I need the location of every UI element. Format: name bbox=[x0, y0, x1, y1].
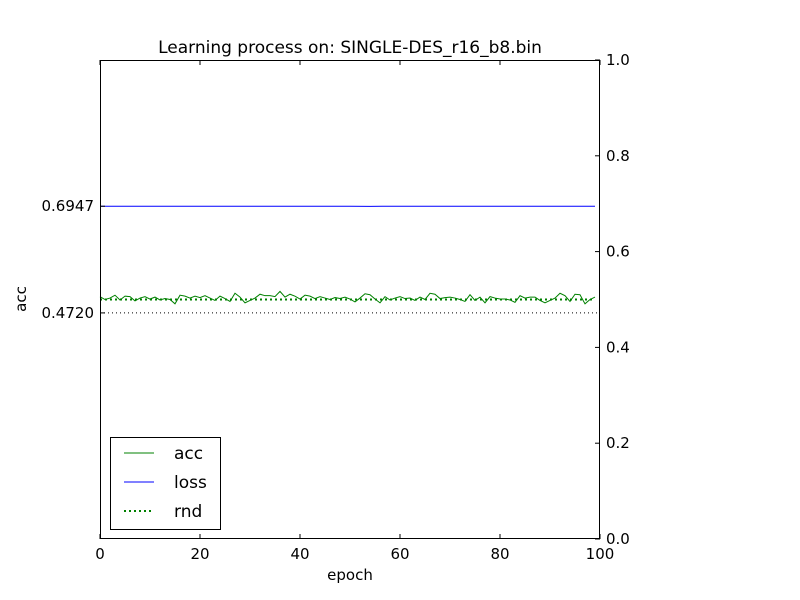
x-tick-label: 0 bbox=[95, 545, 105, 563]
left-tick-label: 0.4720 bbox=[42, 304, 95, 322]
series-line-acc bbox=[99, 290, 596, 305]
right-tick-label: 0.4 bbox=[606, 338, 630, 356]
chart-title: Learning process on: SINGLE-DES_r16_b8.b… bbox=[158, 38, 542, 58]
left-tick-label: 0.6947 bbox=[42, 197, 95, 215]
y-axis-label: acc bbox=[12, 286, 30, 312]
right-tick-label: 0.8 bbox=[606, 147, 630, 165]
axes-frame bbox=[100, 60, 600, 539]
x-axis-label: epoch bbox=[327, 566, 373, 584]
legend-label-loss: loss bbox=[174, 473, 207, 493]
right-tick-label: 0.0 bbox=[606, 530, 630, 548]
right-tick-label: 0.2 bbox=[606, 434, 630, 452]
x-tick-label: 100 bbox=[586, 545, 615, 563]
x-tick-label: 20 bbox=[190, 545, 209, 563]
legend-label-rnd: rnd bbox=[174, 502, 202, 522]
plot-area bbox=[99, 205, 600, 314]
legend-label-acc: acc bbox=[174, 444, 203, 464]
legend: acc loss rnd bbox=[110, 437, 221, 530]
right-tick-label: 1.0 bbox=[606, 51, 630, 69]
axis-ticks: 0 20 40 60 80 100 0.6947 0.4720 0.0 0.2 0.4 0.6 0.8 1… bbox=[42, 51, 630, 563]
x-tick-label: 40 bbox=[290, 545, 309, 563]
right-tick-label: 0.6 bbox=[606, 243, 630, 261]
x-tick-label: 60 bbox=[390, 545, 409, 563]
x-tick-label: 80 bbox=[490, 545, 509, 563]
